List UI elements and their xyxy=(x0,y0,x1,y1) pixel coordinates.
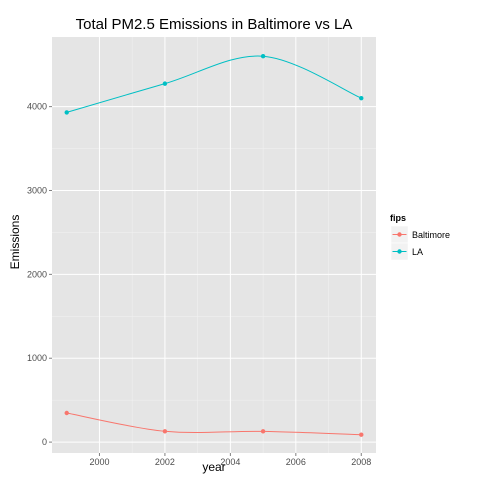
legend-label-la: LA xyxy=(412,247,423,257)
y-tick-label: 3000 xyxy=(27,185,47,195)
data-point-baltimore xyxy=(64,410,69,416)
series-line-la xyxy=(66,55,362,113)
legend-key-point xyxy=(397,232,402,237)
series-line-baltimore xyxy=(66,412,362,436)
axis-ticks: 2000 2002 2004 2006 2008 0 1000 2000 3000 4000 xyxy=(27,102,371,467)
plot-panel xyxy=(52,37,376,453)
y-tick-label: 1000 xyxy=(27,353,47,363)
legend-title: fips xyxy=(390,213,406,223)
y-tick-label: 4000 xyxy=(27,102,47,112)
legend: fips Baltimore LA xyxy=(390,213,450,261)
grid-lines xyxy=(52,37,376,453)
x-tick-label: 2008 xyxy=(351,457,371,467)
y-tick-label: 2000 xyxy=(27,269,47,279)
data-point-la xyxy=(64,110,69,115)
y-axis-title: Emissions xyxy=(8,215,22,270)
data-point-la xyxy=(359,95,364,101)
y-tick-label: 0 xyxy=(42,437,47,447)
data-point-la xyxy=(260,54,266,59)
legend-key-point xyxy=(397,249,402,254)
x-axis-title: year xyxy=(202,460,225,474)
chart-title: Total PM2.5 Emissions in Baltimore vs LA xyxy=(76,16,353,33)
data-point-baltimore xyxy=(260,429,266,434)
x-tick-label: 2004 xyxy=(220,457,240,467)
x-tick-label: 2006 xyxy=(286,457,306,467)
x-tick-label: 2002 xyxy=(155,457,175,467)
data-point-la xyxy=(162,81,168,86)
data-point-baltimore xyxy=(162,429,168,434)
legend-label-baltimore: Baltimore xyxy=(412,230,450,240)
data-point-baltimore xyxy=(359,432,364,437)
x-tick-label: 2000 xyxy=(89,457,109,467)
data-series xyxy=(64,54,364,437)
